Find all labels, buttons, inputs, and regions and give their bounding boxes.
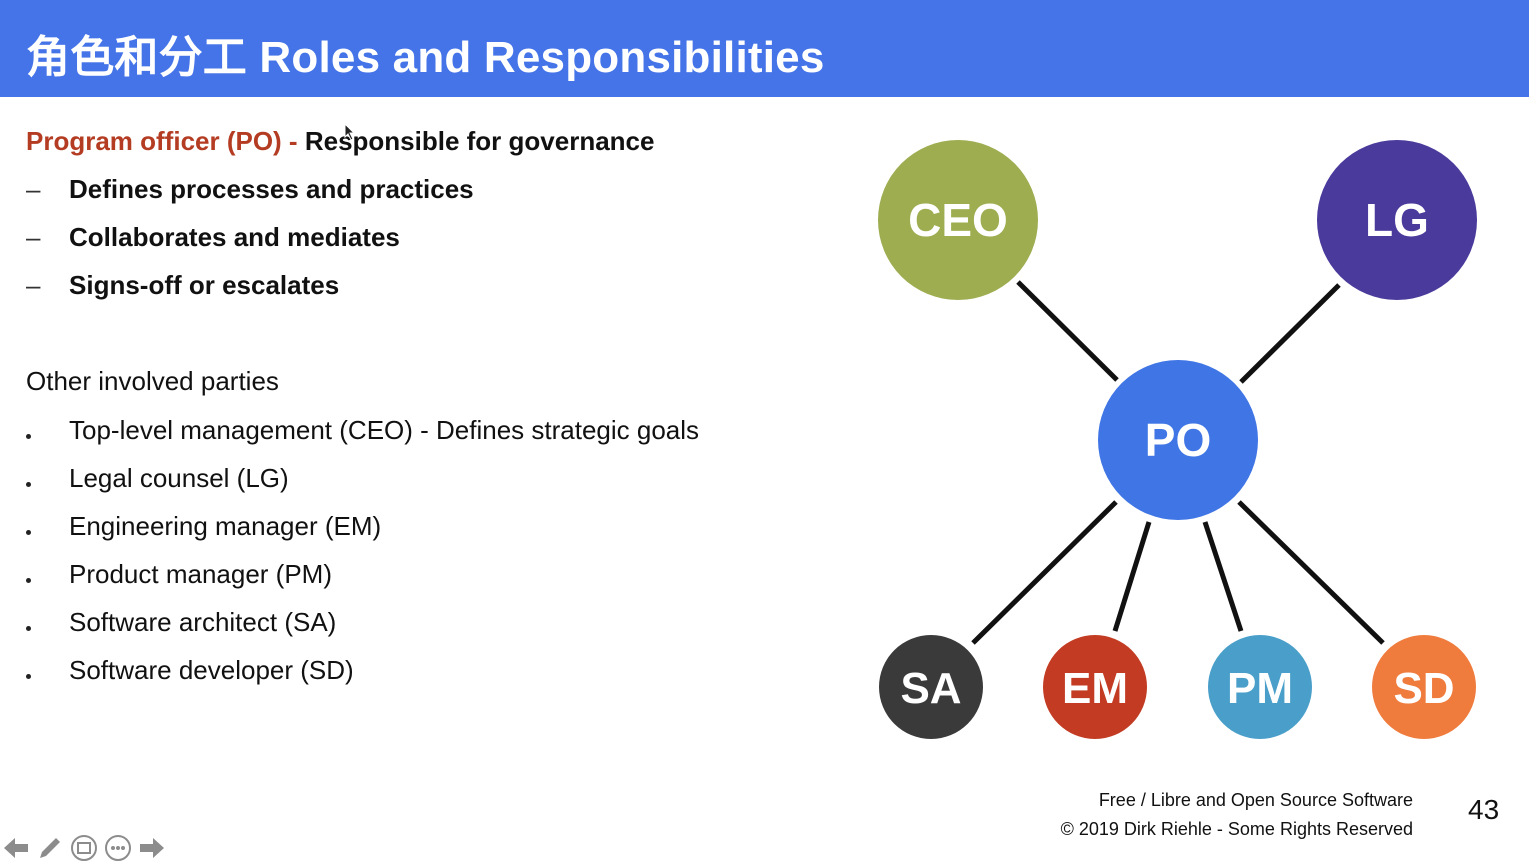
connector-ceo-po [1016, 280, 1119, 382]
bullet-dot [26, 626, 31, 631]
bullet-dot [26, 434, 31, 439]
duty-text: Signs-off or escalates [69, 270, 340, 300]
arrow-left-icon[interactable] [2, 834, 30, 862]
dash-marker: – [26, 174, 41, 204]
slideshow-nav-controls [0, 830, 175, 862]
node-ceo-circle [878, 140, 1038, 300]
program-officer-description: Responsible for governance [304, 126, 655, 156]
node-ceo-label: CEO [908, 194, 1008, 246]
duty-text: Defines processes and practices [69, 174, 474, 204]
connector-po-sa [971, 500, 1118, 645]
bullet-dot [26, 578, 31, 583]
connector-lines [971, 280, 1385, 645]
arrow-right-icon[interactable] [138, 834, 166, 862]
node-lg: LG [1317, 140, 1477, 300]
party-text: Engineering manager (EM) [69, 511, 382, 541]
party-text: Legal counsel (LG) [69, 463, 289, 493]
program-officer-role: Program officer (PO) - [26, 126, 305, 156]
connector-lg-po [1239, 283, 1341, 384]
node-sd: SD [1372, 635, 1476, 739]
node-pm-circle [1208, 635, 1312, 739]
node-sa-label: SA [900, 664, 961, 713]
node-lg-label: LG [1365, 194, 1429, 246]
node-sa-circle [879, 635, 983, 739]
roles-diagram-svg: CEO LG PO SA EM PM SD [878, 140, 1477, 739]
party-text: Software developer (SD) [69, 655, 354, 685]
mouse-cursor-icon [344, 123, 356, 141]
footer-line-copyright: © 2019 Dirk Riehle - Some Rights Reserve… [1060, 819, 1413, 839]
node-sa: SA [879, 635, 983, 739]
party-text: Top-level management (CEO) - Defines str… [69, 415, 700, 445]
slide-title: 角色和分工 Roles and Responsibilities [26, 33, 825, 82]
roles-diagram: CEO LG PO SA EM PM SD [860, 120, 1500, 760]
bullet-dot [26, 530, 31, 535]
bullet-dot [26, 482, 31, 487]
duty-text: Collaborates and mediates [69, 222, 400, 252]
party-text: Software architect (SA) [69, 607, 337, 637]
pen-icon[interactable] [36, 834, 64, 862]
other-parties-heading: Other involved parties [26, 366, 279, 396]
node-em: EM [1043, 635, 1147, 739]
node-pm: PM [1208, 635, 1312, 739]
node-em-circle [1043, 635, 1147, 739]
party-text: Product manager (PM) [69, 559, 332, 589]
connector-po-pm [1202, 521, 1244, 632]
node-po-label: PO [1145, 414, 1211, 466]
slide-header: 角色和分工 Roles and Responsibilities [0, 0, 1529, 97]
dash-marker: – [26, 222, 41, 252]
node-sd-circle [1372, 635, 1476, 739]
slide-footer: Free / Libre and Open Source Software © … [1061, 786, 1413, 844]
program-officer-line: Program officer (PO) - Responsible for g… [26, 126, 654, 157]
slide-icon[interactable] [70, 834, 98, 862]
node-po-circle [1098, 360, 1258, 520]
connector-po-em [1112, 521, 1152, 632]
node-em-label: EM [1062, 664, 1128, 713]
node-lg-circle [1317, 140, 1477, 300]
node-ceo: CEO [878, 140, 1038, 300]
connector-po-sd [1237, 500, 1385, 645]
dash-marker: – [26, 270, 41, 300]
node-pm-label: PM [1227, 664, 1293, 713]
page-number: 43 [1468, 794, 1500, 825]
more-icon[interactable] [104, 834, 132, 862]
node-po: PO [1098, 360, 1258, 520]
node-sd-label: SD [1393, 664, 1454, 713]
bullet-dot [26, 674, 31, 679]
footer-line-course: Free / Libre and Open Source Software [1098, 790, 1413, 810]
